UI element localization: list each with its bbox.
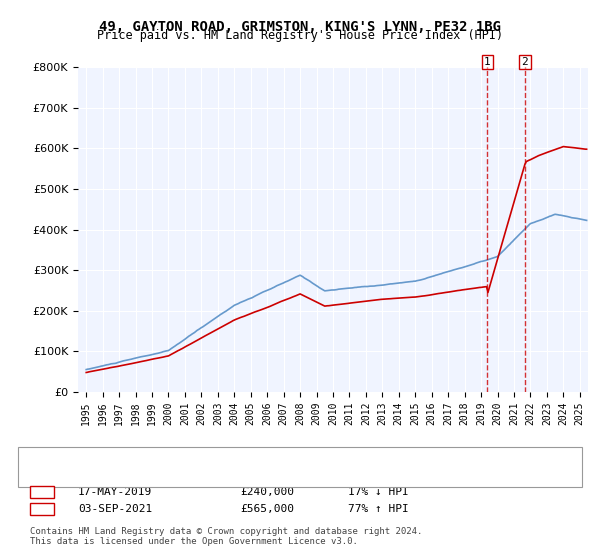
Text: 77% ↑ HPI: 77% ↑ HPI [348,504,409,514]
Text: Contains HM Land Registry data © Crown copyright and database right 2024.
This d: Contains HM Land Registry data © Crown c… [30,526,422,546]
Text: £565,000: £565,000 [240,504,294,514]
Text: 2: 2 [38,504,46,514]
Text: 17-MAY-2019: 17-MAY-2019 [78,487,152,497]
Text: £240,000: £240,000 [240,487,294,497]
Text: 49, GAYTON ROAD, GRIMSTON, KING'S LYNN, PE32 1BG (detached house): 49, GAYTON ROAD, GRIMSTON, KING'S LYNN, … [105,457,511,467]
Text: 03-SEP-2021: 03-SEP-2021 [78,504,152,514]
Text: Price paid vs. HM Land Registry's House Price Index (HPI): Price paid vs. HM Land Registry's House … [97,29,503,42]
Text: ─────: ───── [42,457,76,467]
Text: ─────: ───── [42,469,76,479]
Text: 1: 1 [38,487,46,497]
Text: 1: 1 [484,57,491,67]
Text: HPI: Average price, detached house, King's Lynn and West Norfolk: HPI: Average price, detached house, King… [105,469,505,479]
Text: 2: 2 [521,57,529,67]
Text: 17% ↓ HPI: 17% ↓ HPI [348,487,409,497]
Text: 49, GAYTON ROAD, GRIMSTON, KING'S LYNN, PE32 1BG: 49, GAYTON ROAD, GRIMSTON, KING'S LYNN, … [99,20,501,34]
